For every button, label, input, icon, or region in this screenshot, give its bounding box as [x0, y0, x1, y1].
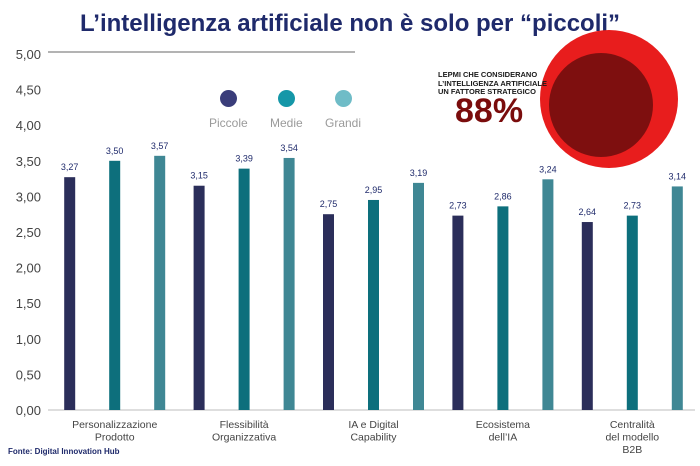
data-label: 3,54: [280, 143, 298, 153]
bar: [413, 182, 424, 410]
bar: [542, 179, 554, 410]
legend-swatch-grandi: [334, 90, 352, 107]
data-label: 2,86: [494, 191, 512, 201]
bar: [323, 214, 334, 410]
callout-text-line: UN FATTORE STRATEGICO: [438, 87, 536, 96]
x-tick-label: Capability: [350, 432, 397, 444]
bar: [283, 157, 295, 410]
bar: [154, 155, 166, 410]
legend-item-medie: Medie: [270, 90, 303, 130]
x-tick-label: Centralità: [610, 419, 655, 431]
callout-value: 88%: [455, 92, 524, 130]
x-tick-label: dell’IA: [489, 432, 518, 444]
data-label: 2,73: [624, 201, 642, 211]
bar: [193, 185, 205, 410]
x-tick-label: del modello: [605, 432, 659, 444]
callout-text-line: L’INTELLIGENZA ARTIFICIALE: [438, 78, 548, 88]
callout-text: LEPMI CHE CONSIDERANO L’INTELLIGENZA ART…: [438, 70, 558, 97]
x-tick-label: IA e Digital: [348, 419, 398, 431]
y-tick-label: 4,50: [16, 83, 41, 98]
bar: [64, 177, 76, 410]
bar: [452, 215, 464, 410]
legend-label-piccole: Piccole: [209, 116, 248, 130]
legend-swatch-piccole: [219, 90, 237, 107]
y-tick-label: 0,50: [16, 367, 41, 382]
y-tick-label: 1,00: [16, 332, 41, 347]
data-label: 2,64: [579, 207, 597, 217]
callout-text-line: LEPMI CHE CONSIDERANO: [438, 70, 538, 79]
y-tick-label: 2,50: [16, 225, 41, 240]
bar: [238, 168, 250, 410]
y-tick-label: 0,00: [16, 403, 41, 418]
data-label: 3,39: [235, 154, 253, 164]
data-label: 3,50: [106, 146, 124, 156]
x-tick-label: Organizzativa: [212, 432, 276, 444]
x-tick-label: Ecosistema: [476, 419, 530, 431]
data-label: 3,14: [669, 171, 687, 181]
x-tick-label: Flessibilità: [220, 419, 269, 431]
data-label: 3,15: [190, 171, 208, 181]
y-tick-label: 3,00: [16, 189, 41, 204]
callout-inner-circle: [549, 53, 653, 157]
y-tick-label: 2,00: [16, 261, 41, 276]
data-label: 2,75: [320, 199, 338, 209]
y-tick-label: 3,50: [16, 154, 41, 169]
data-label: 2,73: [449, 201, 467, 211]
data-label: 2,95: [365, 185, 383, 195]
data-label: 3,19: [410, 168, 428, 178]
y-tick-label: 4,00: [16, 118, 41, 133]
bar: [671, 186, 683, 410]
y-tick-label: 5,00: [16, 47, 41, 62]
legend-swatch-medie: [277, 90, 295, 107]
x-tick-label: B2B: [622, 444, 642, 456]
bar: [497, 206, 509, 410]
data-label: 3,27: [61, 162, 79, 172]
legend-label-grandi: Grandi: [325, 116, 362, 130]
bar: [626, 215, 638, 410]
x-tick-label: Personalizzazione: [72, 419, 157, 431]
legend-item-grandi: Grandi: [325, 90, 361, 130]
source-note: Fonte: Digital Innovation Hub: [8, 447, 120, 456]
legend-item-piccole: Piccole: [209, 90, 248, 130]
x-tick-label: Prodotto: [95, 432, 135, 444]
data-label: 3,24: [539, 164, 557, 174]
bar: [109, 160, 121, 410]
y-tick-label: 1,50: [16, 296, 41, 311]
bar: [581, 222, 593, 410]
legend-label-medie: Medie: [270, 116, 303, 130]
chart-title: L’intelligenza artificiale non è solo pe…: [79, 10, 621, 37]
data-label: 3,57: [151, 141, 169, 151]
bar: [368, 199, 379, 410]
